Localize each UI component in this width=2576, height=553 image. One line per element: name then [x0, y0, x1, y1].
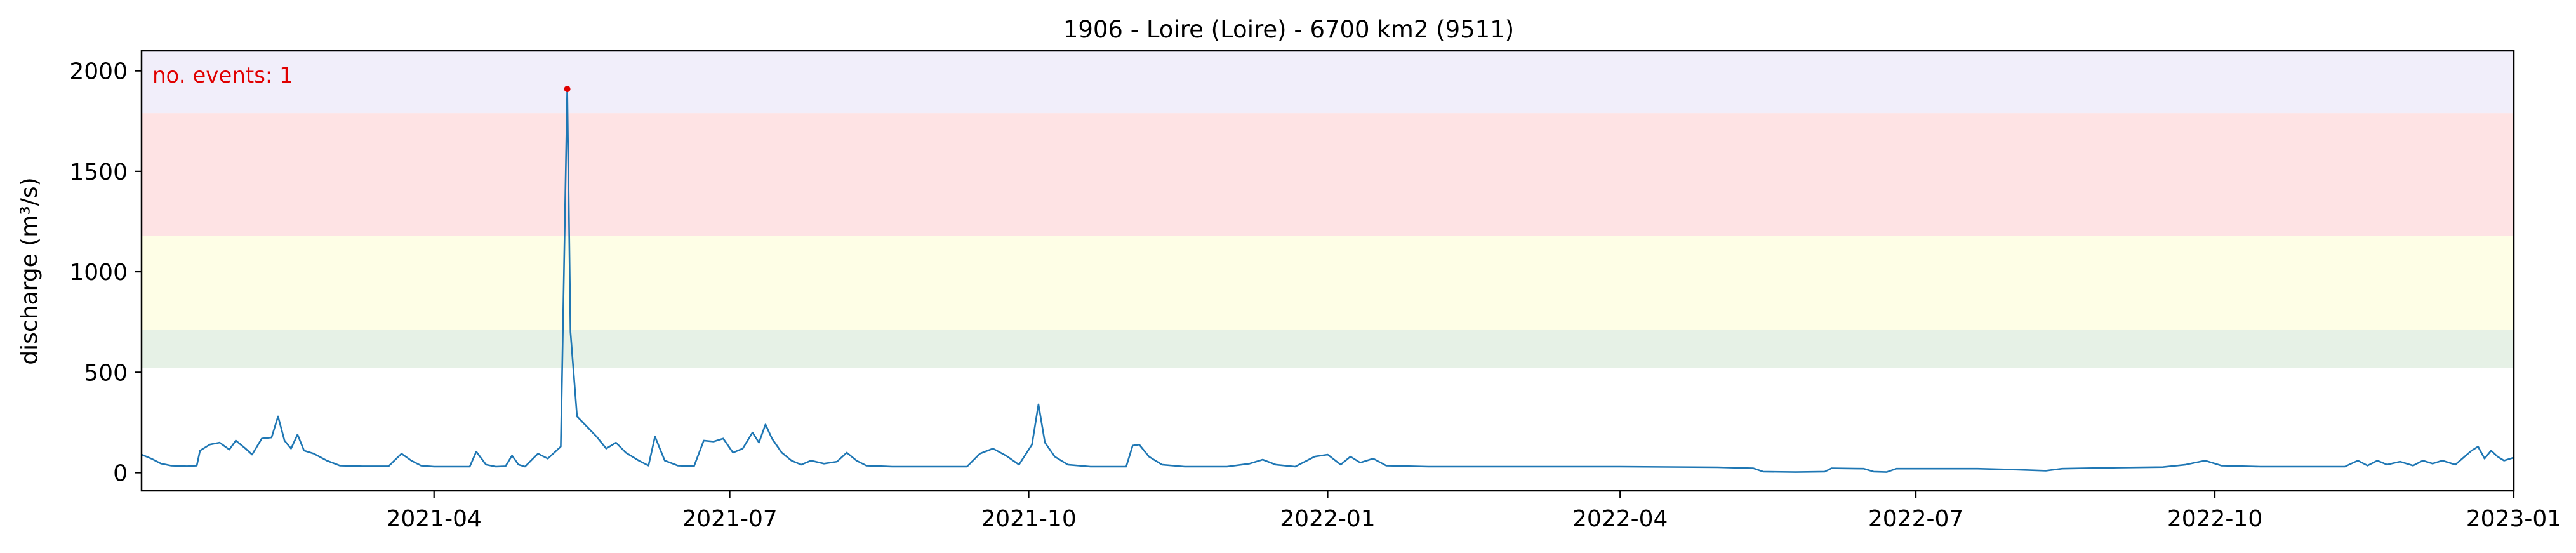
discharge-series-line — [141, 88, 2514, 473]
x-tick-label-2: 2021-10 — [981, 506, 1076, 532]
series-layer — [141, 88, 2514, 473]
x-axis: 2021-04 2021-07 2021-10 2022-01 2022-04 2022-… — [387, 491, 2561, 532]
x-tick-label-7: 2023-01 — [2466, 506, 2561, 532]
y-tick-label-0: 0 — [113, 461, 128, 487]
y-axis-title: discharge (m³/s) — [17, 177, 43, 364]
y-tick-label-4: 2000 — [69, 59, 128, 85]
x-tick-label-1: 2021-07 — [682, 506, 777, 532]
threshold-bands — [142, 51, 2514, 368]
x-tick-label-5: 2022-07 — [1868, 506, 1963, 532]
threshold-band-0 — [142, 330, 2514, 368]
event-point-0 — [564, 86, 571, 93]
x-tick-label-6: 2022-10 — [2167, 506, 2262, 532]
threshold-band-2 — [142, 113, 2514, 236]
x-tick-label-0: 2021-04 — [387, 506, 482, 532]
x-tick-label-3: 2022-01 — [1280, 506, 1375, 532]
y-tick-label-3: 1500 — [69, 159, 128, 185]
threshold-band-1 — [142, 236, 2514, 330]
event-points — [564, 86, 571, 93]
y-tick-label-1: 500 — [84, 360, 128, 386]
y-axis: 0 500 1000 1500 2000 — [69, 59, 142, 487]
threshold-band-3 — [142, 51, 2514, 114]
y-tick-label-2: 1000 — [69, 260, 128, 286]
x-tick-label-4: 2022-04 — [1572, 506, 1668, 532]
chart-title: 1906 - Loire (Loire) - 6700 km2 (9511) — [1063, 16, 1514, 43]
events-annotation: no. events: 1 — [152, 63, 293, 88]
